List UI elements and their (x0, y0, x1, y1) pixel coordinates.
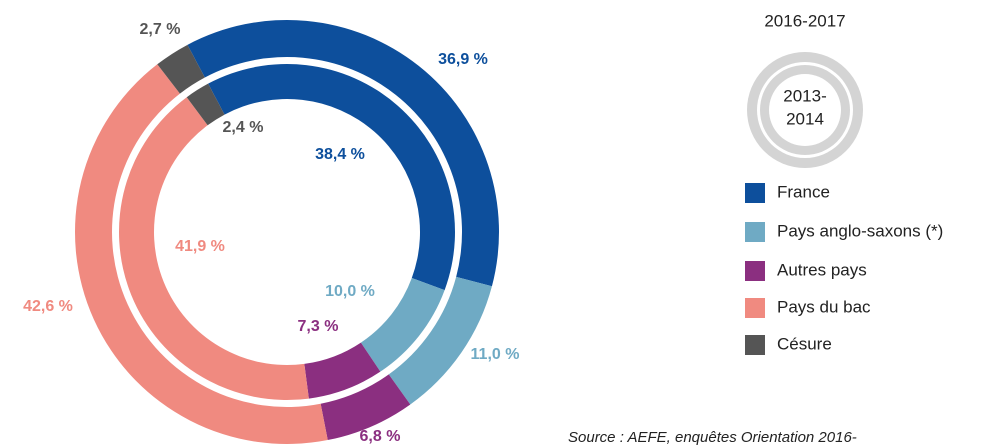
inner-ring-label: 2014 (786, 109, 824, 128)
legend-swatch (745, 183, 765, 203)
legend-label: Autres pays (777, 260, 867, 279)
data-label: 2,7 % (140, 21, 181, 38)
data-label: 36,9 % (438, 51, 488, 68)
legend-label: Pays anglo-saxons (*) (777, 221, 943, 240)
segment (360, 278, 445, 372)
legend-label: Pays du bac (777, 297, 871, 316)
legend-label: Césure (777, 334, 832, 353)
segment (157, 44, 205, 94)
data-label: 42,6 % (23, 298, 73, 315)
legend-swatch (745, 335, 765, 355)
data-label: 41,9 % (175, 238, 225, 255)
segment (186, 83, 225, 126)
outer-ring-label: 2016-2017 (764, 11, 845, 30)
legend-diagram: 2016-2017 2013- 2014 (747, 11, 863, 168)
data-label: 2,4 % (223, 119, 264, 136)
data-label: 38,4 % (315, 146, 365, 163)
segment (187, 19, 499, 287)
legend-hole (769, 74, 841, 146)
segment (119, 97, 309, 400)
legend-swatch (745, 261, 765, 281)
inner-ring-label: 2013- (783, 86, 826, 105)
source: Source : AEFE, enquêtes Orientation 2016… (568, 429, 857, 446)
data-label: 6,8 % (360, 428, 401, 445)
segment (208, 64, 455, 291)
segment (74, 64, 328, 444)
ring-separator (114, 59, 460, 405)
legend-swatch (745, 298, 765, 318)
legend-label: France (777, 182, 830, 201)
data-label: 11,0 % (471, 346, 520, 363)
legend-swatch (745, 222, 765, 242)
segment (320, 374, 411, 441)
segment (388, 276, 492, 405)
segment (304, 342, 381, 399)
data-label: 10,0 % (325, 283, 375, 300)
data-label: 7,3 % (298, 318, 339, 335)
